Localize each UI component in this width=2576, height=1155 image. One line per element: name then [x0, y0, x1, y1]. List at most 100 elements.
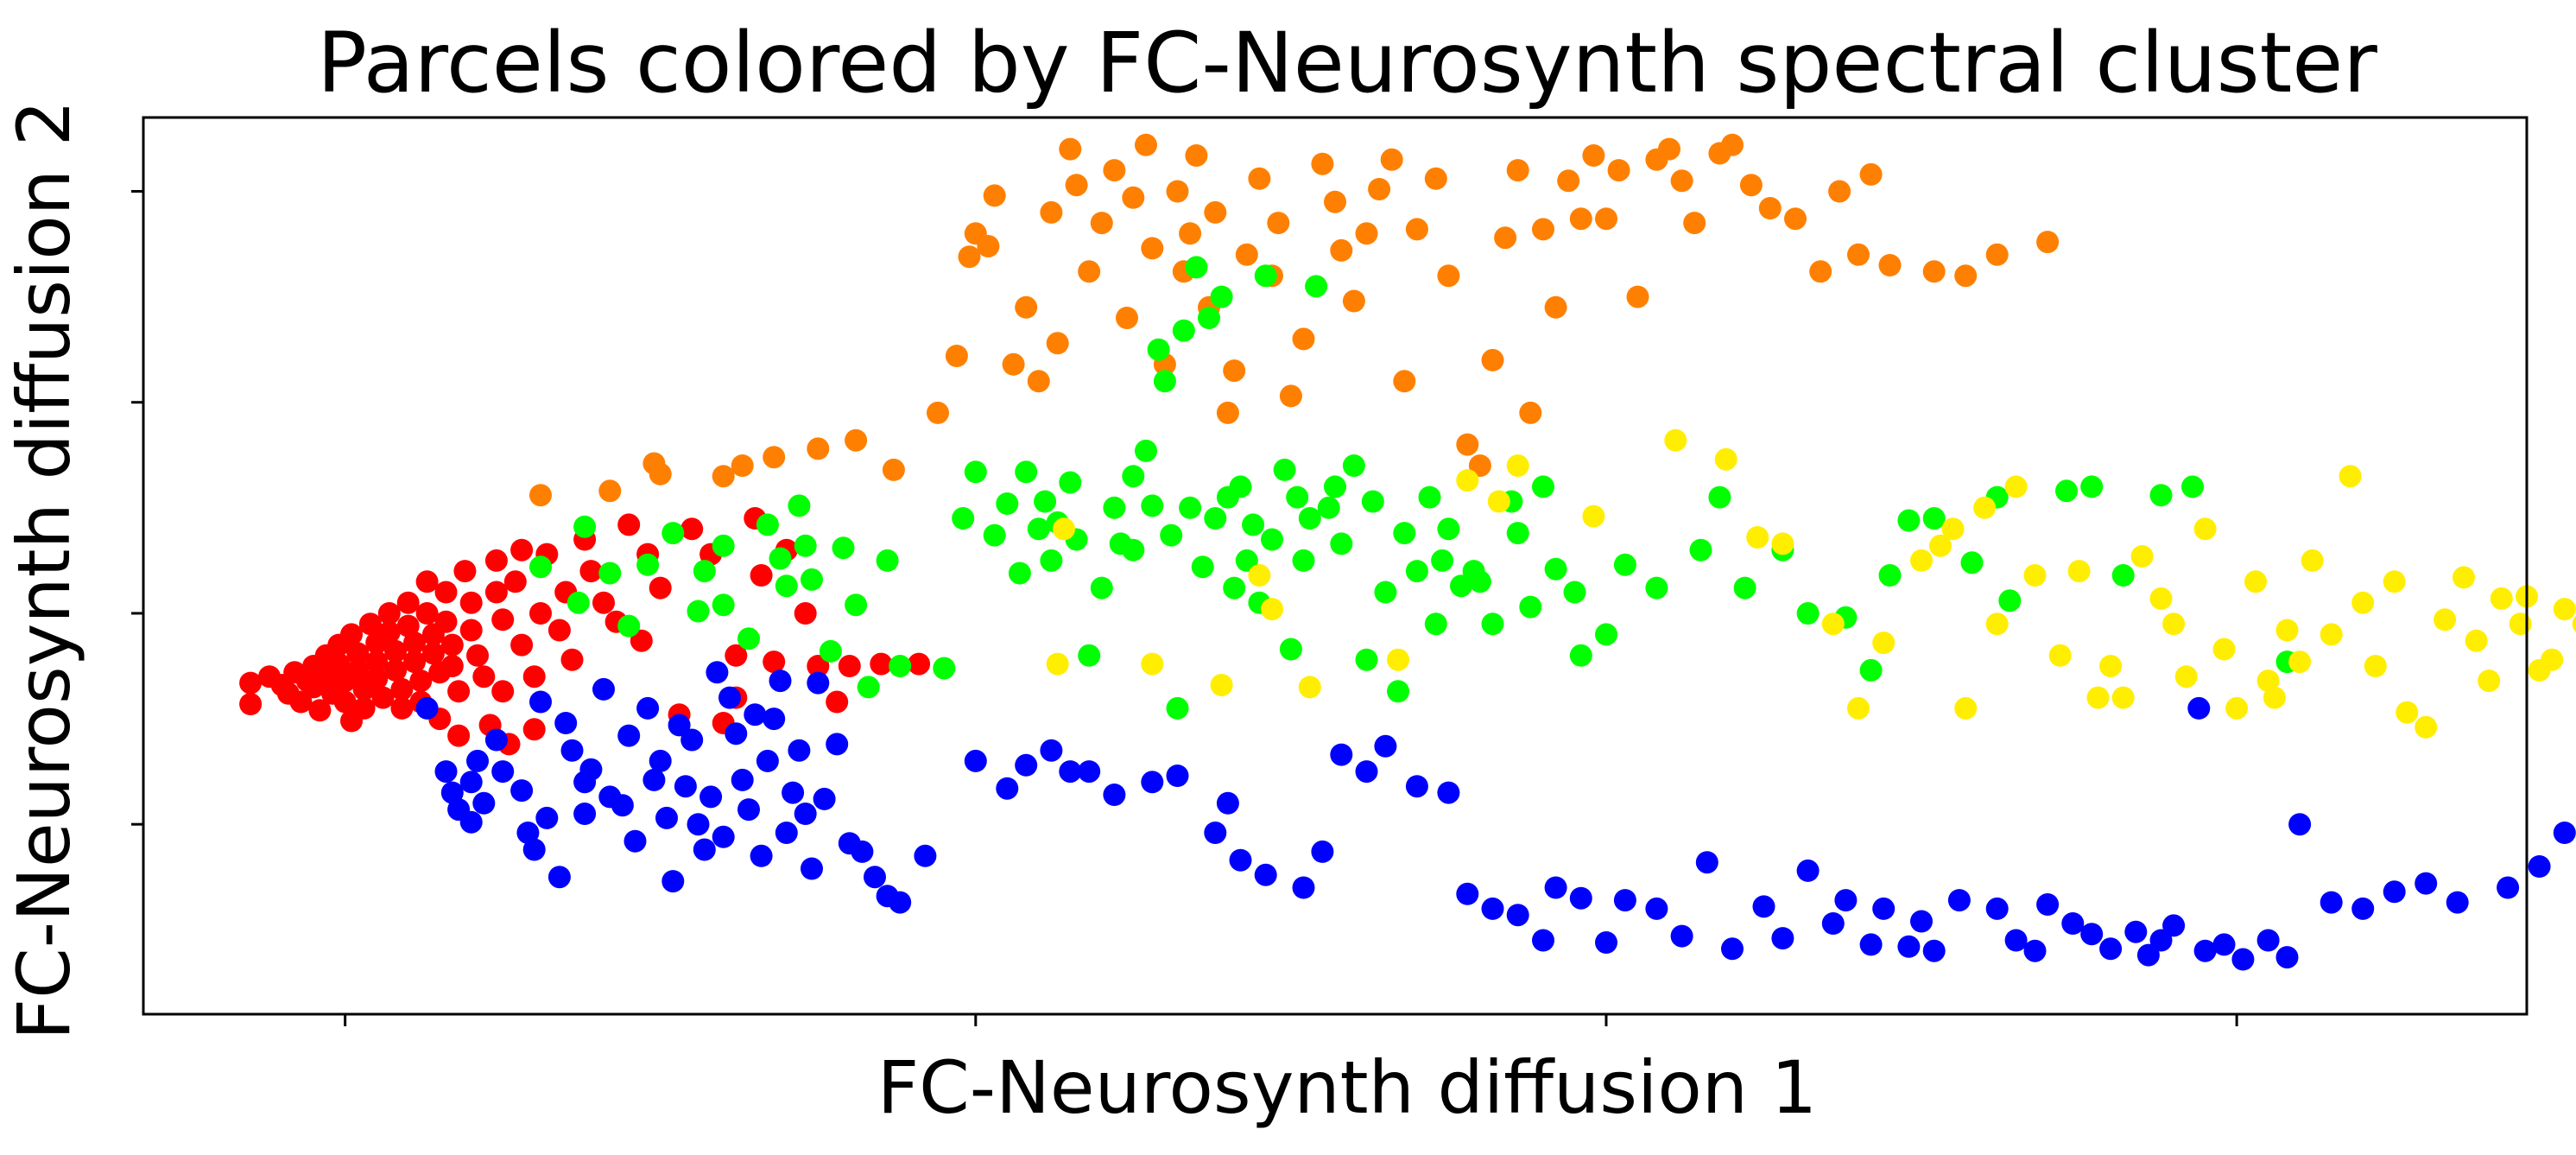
- data-point: [1216, 791, 1239, 815]
- data-point: [1141, 771, 1164, 794]
- data-point: [838, 655, 861, 677]
- data-point: [453, 560, 477, 583]
- data-point: [2174, 665, 2198, 689]
- data-point: [346, 642, 370, 665]
- data-point: [371, 686, 395, 709]
- data-point: [1405, 218, 1428, 241]
- data-point: [2383, 570, 2406, 593]
- data-point: [1733, 576, 1756, 600]
- data-point: [1103, 496, 1126, 519]
- data-point: [870, 652, 893, 676]
- data-point: [1141, 494, 1164, 517]
- data-point: [794, 602, 817, 625]
- data-point: [1544, 557, 1567, 581]
- data-point: [649, 749, 672, 772]
- data-point: [1355, 222, 1378, 245]
- data-point: [1242, 513, 1265, 536]
- data-point: [1689, 538, 1712, 562]
- data-point: [403, 650, 426, 674]
- data-point: [1311, 152, 1334, 175]
- data-point: [1897, 935, 1921, 958]
- data-point: [1664, 428, 1687, 452]
- data-point: [1185, 144, 1208, 167]
- data-point: [1153, 370, 1176, 393]
- data-point: [1141, 237, 1164, 260]
- data-point: [560, 739, 584, 762]
- data-point: [1210, 674, 1233, 696]
- data-point: [2320, 891, 2343, 914]
- data-point: [952, 507, 975, 530]
- data-point: [763, 650, 786, 674]
- data-point: [510, 779, 534, 803]
- data-point: [409, 670, 433, 693]
- data-point: [996, 777, 1019, 800]
- data-point: [1683, 212, 1706, 235]
- data-point: [1847, 243, 1870, 266]
- data-point: [744, 703, 767, 727]
- data-point: [510, 633, 534, 657]
- data-point: [1563, 581, 1586, 604]
- data-point: [377, 602, 401, 625]
- data-point: [1595, 207, 1617, 231]
- data-point: [1557, 169, 1580, 193]
- data-point: [529, 484, 552, 507]
- data-point: [1468, 454, 1491, 477]
- data-point: [1027, 517, 1050, 541]
- data-point: [415, 696, 439, 720]
- data-point: [1223, 576, 1246, 600]
- data-point: [1324, 190, 1346, 213]
- data-point: [1626, 285, 1649, 308]
- data-point: [1506, 454, 1529, 477]
- data-point: [983, 184, 1006, 207]
- data-point: [1166, 765, 1189, 787]
- data-point: [340, 623, 363, 646]
- data-point: [763, 708, 786, 731]
- data-point: [1040, 549, 1063, 572]
- data-point: [882, 458, 905, 481]
- data-point: [1273, 458, 1296, 481]
- data-point: [2086, 686, 2110, 709]
- data-point: [1595, 623, 1617, 646]
- data-point: [1771, 532, 1794, 555]
- data-point: [239, 671, 263, 695]
- data-point: [390, 677, 414, 701]
- data-point: [472, 791, 496, 815]
- data-point: [2023, 939, 2047, 962]
- data-point: [1847, 696, 1870, 720]
- data-point: [1985, 612, 2009, 636]
- data-point: [547, 866, 571, 889]
- data-point: [927, 401, 949, 424]
- data-point: [1324, 475, 1346, 498]
- data-point: [775, 574, 798, 598]
- data-point: [864, 866, 886, 889]
- data-point: [1481, 897, 1504, 920]
- data-point: [2553, 598, 2576, 621]
- data-point: [1034, 490, 1057, 513]
- data-point: [1418, 485, 1441, 509]
- data-point: [440, 781, 464, 804]
- data-point: [1261, 598, 1283, 621]
- data-point: [908, 652, 931, 676]
- data-point: [2036, 231, 2060, 254]
- data-point: [1859, 933, 1883, 956]
- data-point: [1437, 517, 1460, 541]
- data-point: [503, 570, 527, 593]
- data-point: [466, 749, 489, 772]
- data-point: [2193, 517, 2217, 541]
- data-point: [573, 515, 597, 538]
- data-point: [2490, 587, 2513, 610]
- data-point: [1595, 931, 1617, 954]
- data-point: [1254, 264, 1277, 288]
- data-point: [1544, 295, 1567, 319]
- data-point: [2193, 939, 2217, 962]
- data-point: [1519, 595, 1542, 619]
- data-point: [289, 690, 313, 714]
- data-point: [964, 749, 987, 772]
- data-point: [1929, 534, 1952, 557]
- data-point: [1910, 910, 1933, 933]
- data-point: [592, 591, 615, 614]
- data-point: [1015, 753, 1038, 777]
- data-point: [440, 633, 464, 657]
- data-point: [983, 524, 1006, 547]
- data-point: [1141, 652, 1164, 676]
